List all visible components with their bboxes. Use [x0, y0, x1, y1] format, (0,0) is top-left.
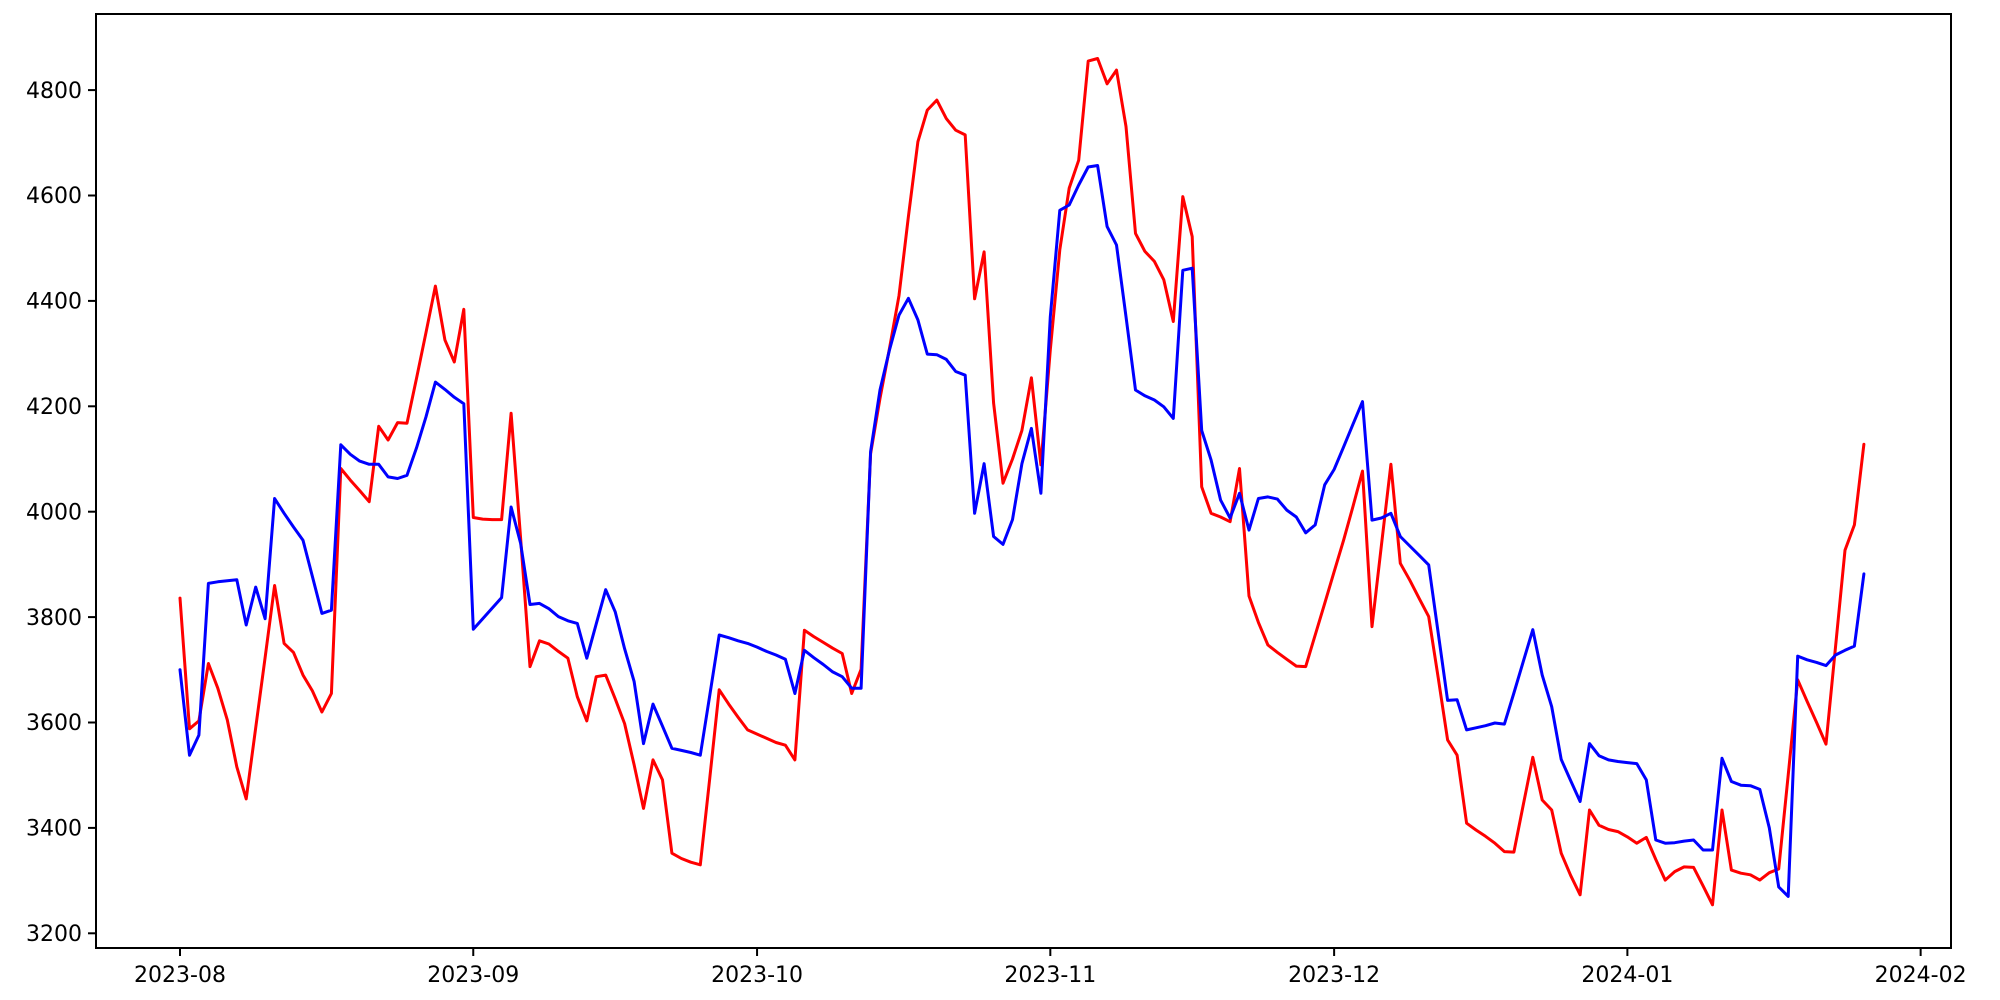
y-axis-tick-label: 4600: [26, 184, 82, 209]
y-axis-tick-label: 4400: [26, 290, 82, 315]
x-axis-tick-label: 2023-09: [427, 963, 519, 988]
x-axis-tick-label: 2023-11: [1004, 963, 1096, 988]
y-axis-tick-label: 4200: [26, 395, 82, 420]
y-axis-tick-label: 4800: [26, 79, 82, 104]
y-axis-tick-label: 3800: [26, 606, 82, 631]
x-axis-tick-label: 2023-08: [134, 963, 226, 988]
x-axis-tick-label: 2023-10: [711, 963, 803, 988]
plot-frame: [95, 13, 1952, 949]
y-axis-tick-label: 3600: [26, 711, 82, 736]
x-axis-tick-label: 2024-01: [1581, 963, 1673, 988]
x-axis-tick-label: 2023-12: [1288, 963, 1380, 988]
x-axis-tick-label: 2024-02: [1875, 963, 1967, 988]
y-axis-tick-label: 3400: [26, 817, 82, 842]
blue-series-line: [178, 164, 1866, 898]
red-series-line: [178, 57, 1866, 907]
y-axis-tick-label: 4000: [26, 500, 82, 525]
y-axis-tick-label: 3200: [26, 922, 82, 947]
